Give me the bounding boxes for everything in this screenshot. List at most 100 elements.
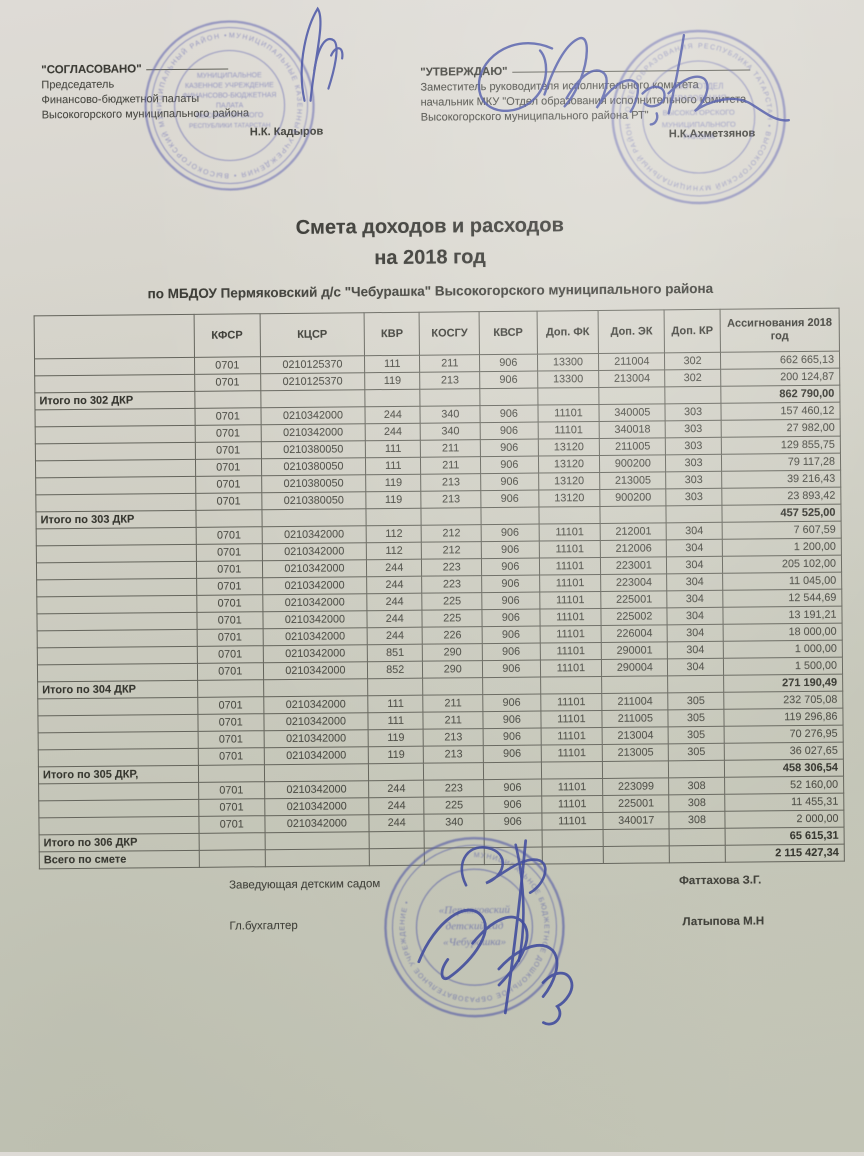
row-label-cell: [38, 748, 199, 767]
code-cell: 906: [483, 796, 542, 814]
code-cell: [602, 760, 669, 779]
round-stamp-education: РЕСПУБЛИКА ТАТАРСТАН • ВЫСОКОГОРСКИЙ МУН…: [606, 21, 790, 208]
row-label-cell: Итого по 306 ДКР: [39, 833, 199, 852]
row-label-cell: [36, 544, 197, 563]
code-cell: 906: [479, 371, 538, 389]
code-cell: [264, 763, 369, 782]
code-cell: 906: [483, 745, 541, 763]
stamp-center-line: КАЗЕННОЕ УЧРЕЖДЕНИЕ: [185, 82, 274, 90]
code-cell: 303: [665, 471, 722, 489]
row-label-cell: [37, 697, 198, 716]
row-label-cell: [38, 816, 199, 835]
code-cell: 112: [366, 525, 422, 543]
round-stamp-kindergarten: МУНИЦИПАЛЬНОЕ БЮДЖЕТНОЕ ДОШКОЛЬНОЕ ОБРАЗ…: [382, 834, 568, 1020]
code-cell: 0701: [194, 356, 261, 375]
code-cell: 0210380050: [261, 474, 366, 493]
code-cell: 305: [668, 692, 724, 710]
code-cell: 212006: [600, 539, 667, 558]
code-cell: [364, 389, 421, 407]
code-cell: 111: [364, 355, 421, 373]
amount-cell: 119 296,86: [723, 708, 844, 727]
code-cell: 225: [424, 796, 484, 815]
code-cell: 0701: [197, 747, 265, 766]
code-cell: 213005: [599, 471, 667, 490]
code-cell: 906: [483, 813, 542, 831]
code-cell: 308: [668, 777, 725, 795]
row-label-cell: Итого по 302 ДКР: [34, 391, 195, 410]
code-cell: 906: [480, 405, 538, 423]
amount-cell: 205 102,00: [722, 555, 842, 574]
code-cell: 213: [421, 473, 481, 492]
amount-cell: 11 455,31: [724, 793, 844, 812]
code-cell: 11101: [541, 778, 604, 797]
code-cell: [197, 679, 264, 698]
code-cell: [666, 505, 722, 523]
amount-cell: 39 216,43: [721, 470, 841, 489]
amount-cell: 458 306,54: [724, 759, 844, 778]
code-cell: 906: [481, 575, 540, 593]
code-cell: 0210342000: [263, 729, 369, 748]
stamp-center-line: «Чебурашка»: [443, 936, 506, 949]
code-cell: 0210342000: [263, 695, 368, 714]
amount-cell: 18 000,00: [722, 623, 843, 642]
code-cell: 0210342000: [260, 406, 366, 425]
code-cell: 0210380050: [261, 491, 367, 510]
footer-role-director: Заведующая детским садом: [229, 878, 381, 892]
code-cell: 11101: [539, 642, 602, 661]
code-cell: 211004: [602, 692, 669, 711]
amount-cell: 1 200,00: [721, 538, 842, 557]
code-cell: [669, 845, 726, 863]
row-label-cell: Всего по смете: [39, 850, 200, 869]
header-cell-dop-fk: Доп. ФК: [536, 310, 599, 355]
code-cell: 226: [422, 626, 483, 645]
footer-name-director: Фаттахова З.Г.: [678, 874, 762, 888]
row-label-cell: [36, 578, 197, 597]
code-cell: 13120: [538, 455, 600, 474]
code-cell: 290004: [601, 658, 668, 677]
code-cell: [603, 845, 670, 864]
code-cell: 906: [481, 541, 540, 559]
row-label-cell: [34, 357, 195, 376]
row-label-cell: [36, 595, 197, 614]
code-cell: 906: [483, 728, 541, 746]
code-cell: 304: [667, 590, 723, 608]
code-cell: 305: [668, 743, 725, 761]
amount-cell: 662 665,13: [720, 351, 840, 370]
code-cell: 0210342000: [262, 627, 368, 646]
code-cell: 302: [664, 369, 721, 387]
code-cell: 303: [666, 488, 722, 506]
code-cell: 340: [424, 813, 485, 832]
header-cell-kcsr: КЦСР: [259, 312, 365, 357]
row-label-cell: Итого по 304 ДКР: [37, 680, 198, 699]
row-label-cell: [35, 493, 196, 512]
code-cell: 900200: [600, 488, 667, 507]
code-cell: 244: [365, 423, 421, 441]
code-cell: 223: [421, 558, 482, 577]
header-cell-kvr: КВР: [364, 312, 420, 356]
row-label-cell: [37, 663, 198, 682]
code-cell: 213: [423, 745, 484, 764]
row-label-cell: [35, 459, 196, 478]
code-cell: 340017: [603, 811, 670, 830]
code-cell: 304: [667, 624, 723, 642]
amount-cell: 23 893,42: [721, 487, 841, 506]
code-cell: 244: [368, 780, 425, 798]
budget-table-body: 0701 0210125370 111 211 906 13300 211004 302 662…: [34, 351, 845, 869]
code-cell: 906: [480, 473, 539, 491]
code-cell: 290: [422, 643, 483, 662]
code-cell: 852: [367, 661, 424, 679]
approval-left-title: "СОГЛАСОВАНО": [41, 63, 142, 77]
code-cell: [479, 388, 538, 406]
code-cell: 244: [365, 406, 421, 424]
code-cell: 0701: [194, 424, 262, 443]
code-cell: 13120: [538, 489, 601, 508]
code-cell: 0701: [196, 645, 264, 664]
code-cell: 0210342000: [261, 525, 367, 544]
code-cell: 0701: [195, 492, 262, 511]
document-subtitle: по МБДОУ Пермяковский д/с "Чебурашка" Вы…: [147, 280, 714, 302]
code-cell: 212: [421, 541, 482, 560]
code-cell: 11101: [539, 591, 602, 610]
code-cell: 303: [665, 454, 722, 472]
code-cell: 340: [420, 405, 481, 424]
amount-cell: 79 117,28: [721, 453, 841, 472]
